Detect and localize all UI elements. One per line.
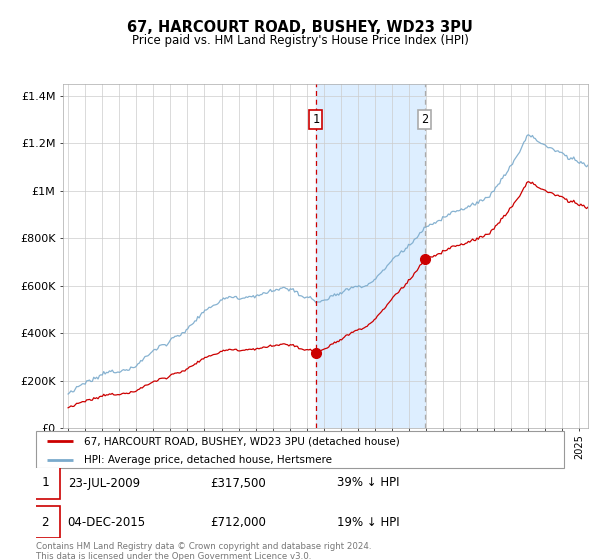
- FancyBboxPatch shape: [31, 467, 60, 499]
- FancyBboxPatch shape: [36, 431, 564, 468]
- Text: 67, HARCOURT ROAD, BUSHEY, WD23 3PU: 67, HARCOURT ROAD, BUSHEY, WD23 3PU: [127, 20, 473, 35]
- Text: 04-DEC-2015: 04-DEC-2015: [68, 516, 146, 529]
- Text: 2: 2: [421, 113, 428, 126]
- Text: 2: 2: [41, 516, 49, 529]
- Text: Price paid vs. HM Land Registry's House Price Index (HPI): Price paid vs. HM Land Registry's House …: [131, 34, 469, 46]
- Text: 19% ↓ HPI: 19% ↓ HPI: [337, 516, 400, 529]
- Text: Contains HM Land Registry data © Crown copyright and database right 2024.
This d: Contains HM Land Registry data © Crown c…: [36, 542, 371, 560]
- Text: 1: 1: [41, 477, 49, 489]
- Text: £712,000: £712,000: [210, 516, 266, 529]
- Text: 39% ↓ HPI: 39% ↓ HPI: [337, 477, 400, 489]
- Text: 1: 1: [313, 113, 320, 126]
- Text: 23-JUL-2009: 23-JUL-2009: [68, 477, 140, 489]
- Bar: [316, 84, 425, 428]
- Text: HPI: Average price, detached house, Hertsmere: HPI: Average price, detached house, Hert…: [83, 455, 332, 465]
- FancyBboxPatch shape: [31, 506, 60, 538]
- Text: 67, HARCOURT ROAD, BUSHEY, WD23 3PU (detached house): 67, HARCOURT ROAD, BUSHEY, WD23 3PU (det…: [83, 436, 399, 446]
- Text: £317,500: £317,500: [210, 477, 266, 489]
